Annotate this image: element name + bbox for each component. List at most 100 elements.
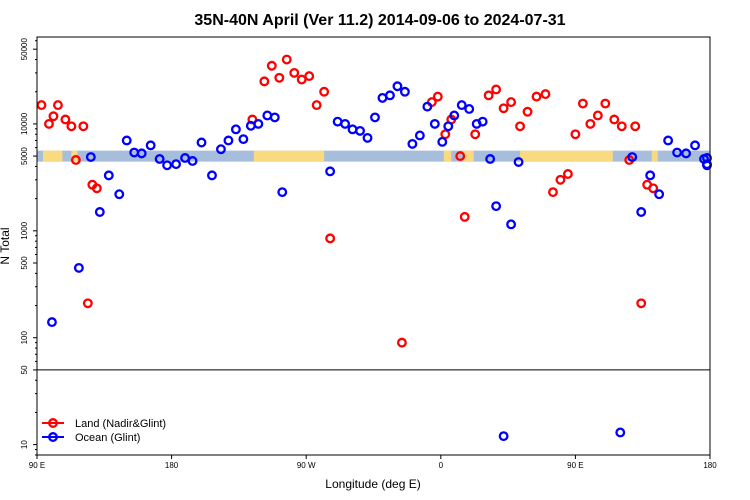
ocean-point [340,118,351,129]
ocean-point [663,135,674,146]
chart-title: 35N-40N April (Ver 11.2) 2014-09-06 to 2… [194,12,565,29]
ocean-point [230,124,241,135]
land-point [259,76,270,87]
y-tick-label: 1000 [20,221,29,239]
ocean-point [399,86,410,97]
y-axis: 10 50 100 500 1000 5000 10000 50000 [20,38,37,456]
ocean-point [47,317,57,328]
ocean-point [121,135,132,146]
land-point [325,233,336,244]
ocean-point [325,166,336,177]
ocean-point [171,159,182,170]
y-tick-label: 100 [20,331,29,345]
land-point [78,121,89,132]
land-point [630,121,641,132]
land-point [585,118,596,129]
land-point [304,71,315,82]
ocean-point [437,136,448,147]
land-point [562,169,573,179]
ocean-point [456,100,467,111]
land-point [396,337,407,348]
ocean-point [449,110,460,121]
land-point [636,298,647,309]
ocean-point [362,132,373,143]
ocean-point [114,189,125,200]
land-point [459,211,470,222]
legend-ocean-label: Ocean (Glint) [75,432,140,444]
ocean-point [672,147,683,158]
ocean-point [223,135,234,146]
x-tick-label: 180 [165,461,179,470]
land-point [319,86,330,97]
land-point [540,89,551,100]
y-tick-label: 5000 [20,147,29,165]
ocean-point [422,101,433,112]
ocean-point [690,140,700,151]
ocean-point [645,170,656,181]
land-point [498,103,509,114]
ocean-point [414,130,425,141]
land-point [82,298,93,309]
legend-item-ocean: Ocean (Glint) [42,432,140,444]
land-point [48,111,59,122]
land-point [60,114,71,125]
land-point [522,106,533,117]
ocean-point [513,157,524,167]
land-point [455,151,466,162]
land-point [592,110,603,121]
ocean-point [506,219,517,230]
land-point [52,100,63,111]
land-point [555,174,566,185]
ocean-point [485,154,496,164]
ocean-series [47,81,712,442]
x-tick-label: 0 [439,461,444,470]
land-point [311,100,322,111]
ocean-point [498,431,509,442]
land-point [609,114,620,125]
ocean-point [277,187,288,198]
land-point [570,129,581,140]
ocean-point [429,118,440,129]
legend-land-label: Land (Nadir&Glint) [75,418,166,430]
ocean-point [145,140,156,151]
ocean-point [207,170,217,181]
y-tick-label: 500 [20,256,29,270]
land-point [616,121,627,132]
legend-ocean-marker [48,432,58,442]
ocean-point [216,144,226,155]
ocean-point [681,148,692,159]
land-point [36,100,47,111]
land-point [600,98,611,109]
ocean-point [73,262,84,273]
ocean-point [477,116,488,127]
land-point [506,97,517,108]
x-tick-label: 90 W [297,461,316,470]
ocean-point [355,125,365,136]
ocean-point [627,152,638,162]
legend-land-marker [48,418,58,428]
ocean-point [269,112,280,123]
land-point [281,54,292,65]
y-tick-label: 50000 [20,38,29,61]
x-axis: 90 E 180 90 W 0 90 E 180 [29,455,717,470]
ocean-point [407,138,418,149]
ocean-point [654,189,665,200]
land-point [491,84,502,95]
ocean-point [103,170,114,181]
land-point [70,155,81,165]
ocean-point [154,154,165,164]
ocean-point [392,81,403,92]
land-point [648,183,659,194]
ocean-point [85,152,96,162]
ocean-point [253,118,264,129]
ocean-point [636,207,647,217]
y-tick-label: 50 [20,365,29,374]
land-point [483,90,494,101]
ocean-point [187,156,198,166]
ocean-point [238,134,249,145]
y-tick-label: 10 [20,440,29,449]
land-series [36,54,659,348]
ocean-point [443,121,454,132]
land-point [289,67,300,78]
